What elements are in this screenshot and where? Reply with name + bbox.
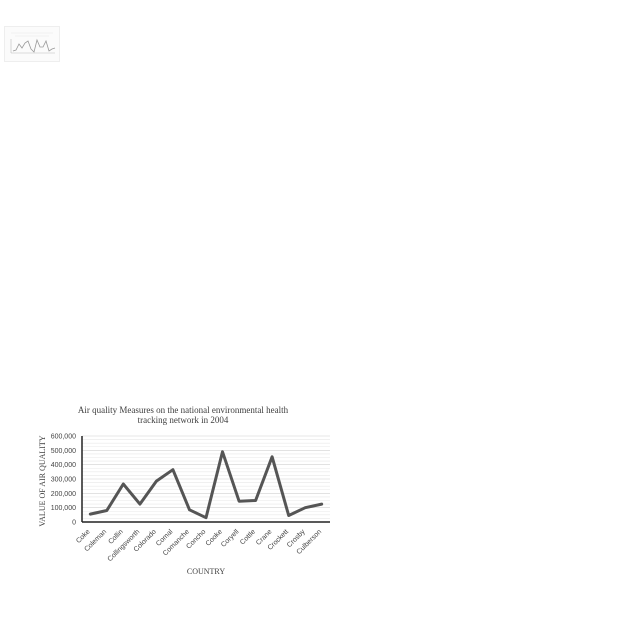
- y-axis-ticks: 0 100,000 200,000 300,000 400,000 500,000 600,…: [51, 434, 76, 527]
- y-axis-label: VALUE OF AIR QUALITY: [38, 435, 47, 526]
- series-line: [88, 450, 324, 520]
- gridlines: [82, 435, 330, 519]
- x-axis-label: COUNTRY: [187, 567, 225, 576]
- y-tick-label: 100,000: [51, 505, 76, 512]
- y-tick-label: 400,000: [51, 462, 76, 469]
- x-tick-label: Cottle: [239, 528, 257, 546]
- thumbnail-preview: [10, 32, 56, 54]
- y-tick-label: 300,000: [51, 477, 76, 484]
- y-tick-label: 200,000: [51, 491, 76, 498]
- chart-title-line-2: tracking network in 2004: [138, 415, 229, 425]
- y-tick-label: 600,000: [51, 434, 76, 441]
- y-tick-label: 500,000: [51, 448, 76, 455]
- y-tick-label: 0: [72, 520, 76, 527]
- thumbnail-line: [12, 38, 56, 53]
- chart-title-line-1: Air quality Measures on the national env…: [78, 405, 289, 415]
- x-tick-label: Coryell: [220, 528, 241, 549]
- chart-thumbnail[interactable]: [4, 26, 60, 62]
